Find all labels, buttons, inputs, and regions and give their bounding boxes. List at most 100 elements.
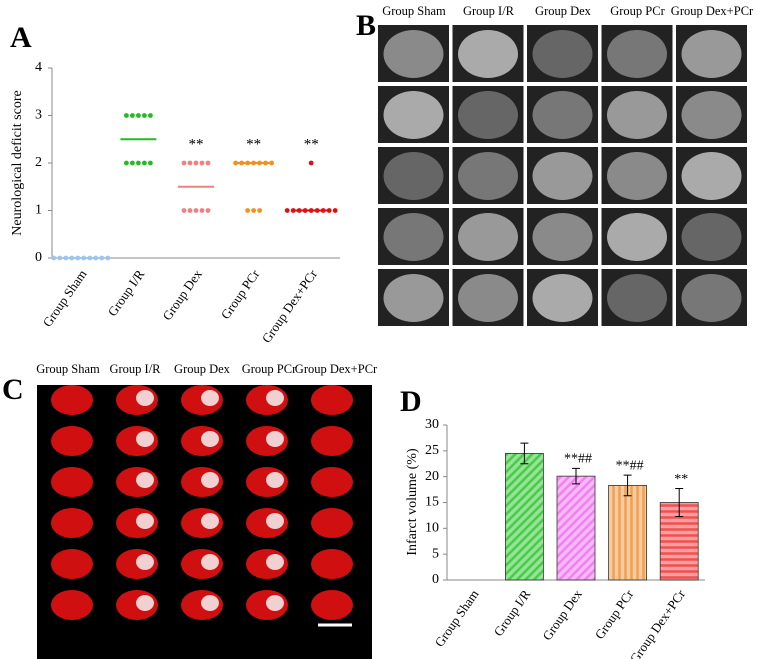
error-bar	[520, 442, 529, 465]
bar	[608, 485, 647, 581]
value-label: **	[674, 472, 688, 487]
error-bar	[623, 474, 632, 497]
data-point	[130, 160, 135, 166]
y-tick-label: 5	[432, 546, 439, 561]
data-point	[124, 160, 129, 166]
x-tick-label: Group Sham	[432, 587, 482, 650]
brain-slice	[311, 590, 353, 620]
y-tick-label: 0	[432, 572, 439, 587]
data-point	[193, 160, 199, 166]
data-point	[99, 255, 105, 261]
mri-brain	[458, 91, 518, 139]
brain-slice	[311, 508, 353, 538]
mri-brain	[532, 213, 593, 261]
column-header: Group Dex	[174, 362, 231, 376]
x-tick-label: Group PCr	[218, 266, 263, 322]
bar	[504, 453, 544, 581]
infarct	[266, 472, 284, 488]
y-tick-label: 15	[425, 495, 439, 510]
y-tick-label: 30	[425, 417, 439, 432]
mri-brain	[607, 274, 667, 322]
mri-brain	[383, 152, 444, 200]
mri-brain	[383, 30, 444, 78]
data-point	[284, 208, 290, 213]
mri-brain	[607, 213, 667, 261]
data-point	[148, 160, 153, 166]
y-axis-label: Neurological deficit score	[10, 90, 25, 235]
infarct	[136, 431, 154, 447]
data-point	[332, 208, 338, 213]
error-bar	[572, 467, 580, 485]
infarct	[266, 390, 284, 406]
mri-brain	[458, 213, 518, 261]
mri-brain	[458, 274, 518, 322]
column-header: Group PCr	[610, 4, 665, 18]
brain-slice	[311, 467, 353, 497]
mri-brain	[607, 91, 667, 139]
y-axis-label: Infarct volume (%)	[405, 448, 420, 556]
panel-label: B	[356, 9, 376, 42]
data-point	[187, 160, 193, 166]
mri-brain	[532, 91, 593, 139]
significance-label: **	[304, 136, 319, 152]
mri-brain	[458, 30, 518, 78]
mri-brain	[532, 30, 593, 78]
x-tick-label: Group Dex	[539, 586, 585, 643]
brain-slice	[51, 590, 93, 620]
mri-brain	[607, 30, 667, 78]
data-point	[245, 208, 251, 213]
data-point	[142, 160, 147, 166]
y-tick-label: 1	[35, 203, 42, 218]
error-bar	[675, 488, 684, 517]
brain-slice	[311, 426, 353, 456]
y-tick-label: 25	[425, 443, 439, 458]
data-point	[187, 208, 193, 213]
data-point	[181, 160, 187, 166]
infarct	[136, 472, 154, 488]
infarct	[266, 431, 284, 447]
mri-brain	[532, 274, 593, 322]
data-point	[205, 160, 211, 166]
infarct	[201, 595, 219, 611]
infarct	[201, 431, 219, 447]
brain-slice	[51, 508, 93, 538]
value-label: **##	[564, 452, 592, 467]
y-tick-label: 3	[35, 108, 42, 123]
y-tick-label: 10	[425, 521, 439, 536]
x-tick-label: Group Dex+PCr	[627, 586, 689, 659]
x-tick-label: Group I/R	[105, 267, 148, 319]
infarct	[266, 595, 284, 611]
brain-slice	[51, 426, 93, 456]
brain-slice	[311, 385, 353, 415]
data-point	[124, 113, 129, 118]
x-tick-label: Group I/R	[491, 587, 534, 639]
x-tick-label: Group Sham	[40, 267, 90, 330]
y-tick-label: 2	[35, 155, 42, 170]
column-header: Group Sham	[382, 4, 446, 18]
mri-brain	[383, 274, 444, 322]
data-point	[251, 208, 256, 213]
x-tick-label: Group PCr	[592, 586, 637, 642]
panel-label: C	[2, 373, 24, 406]
infarct	[136, 554, 154, 570]
significance-label: **	[246, 136, 261, 152]
x-tick-label: Group Dex+PCr	[259, 266, 321, 345]
infarct	[201, 554, 219, 570]
x-tick-label: Group Dex	[159, 266, 205, 323]
mri-brain	[383, 91, 444, 139]
column-header: Group Sham	[36, 362, 100, 376]
mri-brain	[607, 152, 667, 200]
data-point	[57, 255, 63, 261]
infarct	[136, 513, 154, 529]
significance-label: **	[189, 136, 204, 152]
mri-brain	[681, 152, 742, 200]
mri-brain	[681, 30, 742, 78]
infarct	[136, 390, 154, 406]
mri-brain	[681, 91, 742, 139]
data-point	[308, 160, 314, 166]
data-point	[181, 208, 187, 213]
data-point	[193, 208, 199, 213]
column-header: Group I/R	[109, 362, 161, 376]
value-label: **##	[616, 458, 644, 473]
